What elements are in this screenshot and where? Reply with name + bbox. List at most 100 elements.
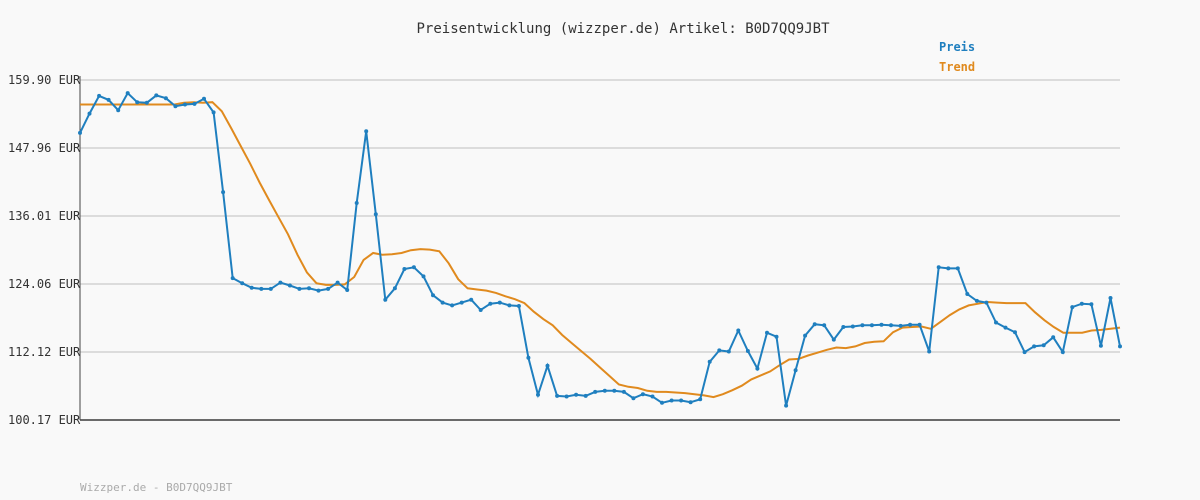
legend-label-preis: Preis [939,40,975,54]
data-point-preis [850,324,855,329]
data-point-preis [78,130,82,135]
data-point-preis [640,392,645,397]
data-point-preis [202,96,206,101]
data-point-preis [268,286,273,291]
data-point-preis [1041,343,1046,348]
data-point-preis [574,392,579,397]
data-point-preis [507,303,512,308]
data-point-preis [173,104,178,109]
data-point-preis [602,388,607,393]
data-point-preis [889,323,893,328]
data-point-preis [879,322,884,327]
data-point-preis [230,276,235,281]
data-point-preis [125,91,130,96]
data-point-preis [774,334,779,339]
data-point-preis [144,100,149,105]
data-point-preis [994,320,998,325]
data-point-preis [660,400,664,405]
data-point-preis [373,212,378,217]
data-point-preis [402,267,407,271]
data-point-preis [1098,343,1103,348]
data-point-preis [1089,302,1094,307]
y-tick-label: 124.06 EUR [8,277,81,291]
data-point-preis [812,322,817,327]
data-point-preis [946,266,951,271]
data-point-preis [831,337,836,342]
data-point-preis [87,111,92,116]
data-point-preis [97,93,102,98]
data-point-preis [612,388,617,393]
data-point-preis [307,286,311,291]
data-point-preis [536,392,540,397]
data-point-preis [411,265,416,270]
y-tick-label: 100.17 EUR [8,413,81,427]
data-point-preis [154,93,159,98]
data-point-preis [516,304,521,308]
data-point-preis [116,108,121,113]
footer-text: Wizzper.de - B0D7QQ9JBT [80,481,233,494]
y-tick-label: 136.01 EUR [8,209,81,223]
data-point-preis [1051,335,1056,340]
data-point-preis [564,394,569,399]
chart-title: Preisentwicklung (wizzper.de) Artikel: B… [416,21,830,37]
data-point-preis [431,293,435,298]
data-point-preis [183,102,187,107]
data-point-preis [526,355,531,360]
series-line-preis [79,91,1121,406]
data-point-preis [488,301,493,306]
data-point-preis [707,359,712,364]
data-point-preis [1118,344,1122,349]
data-point-preis [497,300,502,305]
data-point-preis [392,286,397,291]
data-point-preis [669,398,674,403]
data-point-preis [192,101,197,106]
data-point-preis [621,389,626,394]
data-point-preis [869,323,874,328]
data-point-preis [593,389,598,394]
data-point-preis [135,100,140,105]
data-point-preis [259,286,264,291]
data-point-preis [898,323,903,328]
data-point-preis [316,288,321,293]
y-tick-label: 159.90 EUR [8,73,81,87]
data-point-preis [765,330,769,335]
data-point-preis [974,298,979,303]
data-point-preis [450,303,455,308]
data-point-preis [364,129,369,134]
data-point-preis [1108,296,1113,300]
data-point-preis [965,292,970,296]
data-point-preis [1003,325,1008,330]
data-point-preis [784,403,789,408]
y-tick-label: 112.12 EUR [8,345,81,359]
data-point-preis [249,285,254,290]
series-layer [78,91,1122,408]
data-point-preis [1070,305,1075,310]
data-point-preis [1032,344,1037,349]
data-point-preis [793,368,798,373]
data-point-preis [221,190,226,195]
data-point-preis [1013,330,1017,335]
data-point-preis [1060,350,1065,355]
data-point-preis [679,398,684,403]
data-point-preis [421,274,426,279]
data-point-preis [278,280,283,285]
data-point-preis [335,280,340,285]
data-point-preis [631,396,636,401]
data-point-preis [478,308,483,312]
data-point-preis [841,325,846,329]
data-point-preis [698,397,703,402]
data-point-preis [383,297,388,302]
data-point-preis [440,300,445,305]
grid-lines [80,79,1120,421]
data-point-preis [908,322,913,327]
data-point-preis [354,201,359,205]
data-point-preis [297,286,302,291]
data-point-preis [106,97,111,102]
data-point-preis [1079,301,1084,306]
legend-label-trend: Trend [939,60,975,74]
data-point-preis [860,323,865,328]
data-point-preis [717,348,722,353]
data-point-preis [211,110,216,115]
data-point-preis [936,265,941,270]
data-point-preis [927,349,932,354]
